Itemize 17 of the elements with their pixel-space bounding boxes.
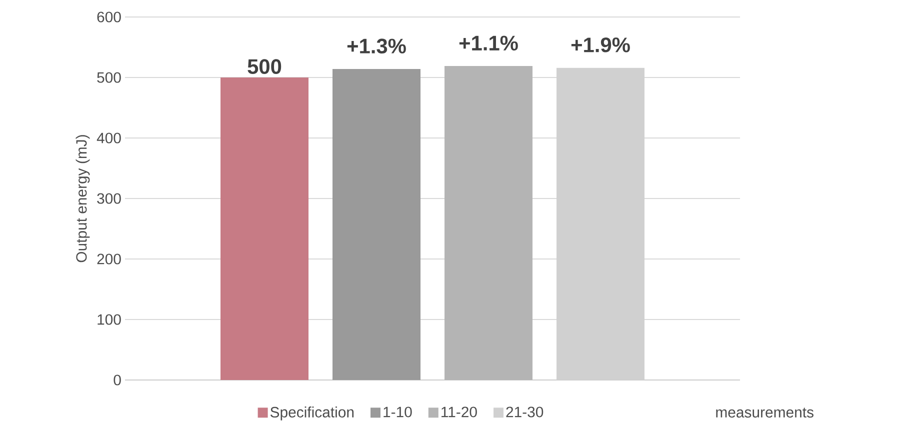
legend-label: 21-30 <box>506 406 544 418</box>
legend-label: 11-20 <box>442 406 477 418</box>
y-tick-label: 100 <box>98 314 121 325</box>
y-tick-label: 400 <box>96 132 121 144</box>
y-tick-label: 600 <box>97 12 121 22</box>
annotation: +1.3% <box>347 38 406 54</box>
y-axis-title: Output energy (mJ) <box>76 135 90 262</box>
legend-label: Specification <box>270 406 354 420</box>
y-tick-label: 500 <box>97 72 121 83</box>
text: measurements <box>716 408 814 418</box>
legend-label: 1-10 <box>384 406 412 418</box>
annotation: +1.1% <box>459 36 518 50</box>
data-label: 500 <box>248 59 282 74</box>
y-tick-label: 200 <box>97 254 121 264</box>
y-tick-label: 300 <box>97 193 121 204</box>
annotation: +1.9% <box>571 37 630 52</box>
y-tick-label: 0 <box>114 374 121 386</box>
